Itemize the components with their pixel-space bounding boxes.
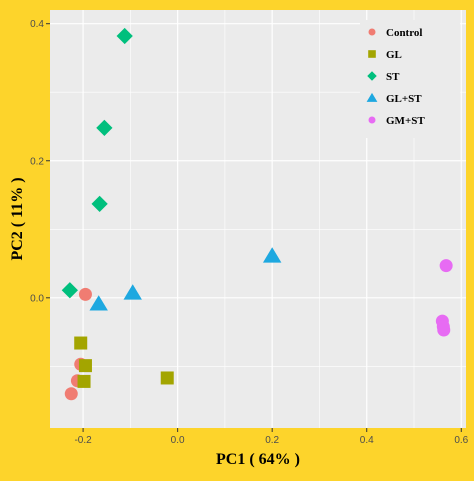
data-point-st	[61, 282, 78, 299]
data-point-gl	[78, 359, 92, 373]
data-point-gl-st	[262, 247, 282, 263]
data-point-gl	[74, 336, 88, 350]
data-point-gl	[160, 371, 174, 385]
legend: Control GL ST GL+ST GM+ST	[360, 20, 460, 138]
data-point-st	[96, 119, 113, 136]
data-point-gm-st	[437, 323, 451, 337]
data-point-control	[64, 387, 78, 401]
x-tick-label: 0.4	[360, 435, 374, 446]
data-point-gl-st	[89, 295, 108, 311]
data-point-st	[116, 27, 133, 45]
x-tick-label: 0.0	[171, 435, 185, 446]
x-axis-title: PC1 ( 64% )	[216, 451, 300, 468]
legend-key-gl	[368, 50, 376, 58]
legend-key-gl-st	[366, 92, 378, 102]
legend-key-control	[368, 28, 376, 36]
y-axis-title: PC2 ( 11% )	[9, 177, 26, 260]
data-point-gl	[77, 374, 91, 388]
legend-key-gm-st	[368, 116, 376, 124]
data-point-control	[78, 287, 92, 301]
x-tick-label: 0.2	[265, 435, 279, 446]
data-point-gm-st	[439, 259, 453, 273]
y-tick-label: 0.4	[30, 19, 44, 30]
x-axis-ticks: -0.2 0.0 0.2 0.4 0.6	[74, 428, 469, 446]
legend-label-gl-st: GL+ST	[386, 93, 422, 105]
legend-label-gm-st: GM+ST	[386, 115, 425, 127]
data-point-st	[91, 195, 108, 213]
y-axis-ticks: 0.0 0.2 0.4	[30, 19, 50, 304]
x-tick-label: 0.6	[454, 435, 468, 446]
legend-label-st: ST	[386, 71, 400, 83]
y-tick-label: 0.2	[30, 156, 44, 167]
y-tick-label: 0.0	[30, 293, 44, 304]
legend-background	[360, 20, 460, 138]
legend-label-gl: GL	[386, 49, 402, 61]
data-point-gl-st	[123, 284, 142, 300]
data-points	[61, 27, 453, 401]
legend-label-control: Control	[386, 27, 422, 39]
legend-key-st	[367, 71, 377, 81]
x-tick-label: -0.2	[74, 435, 92, 446]
